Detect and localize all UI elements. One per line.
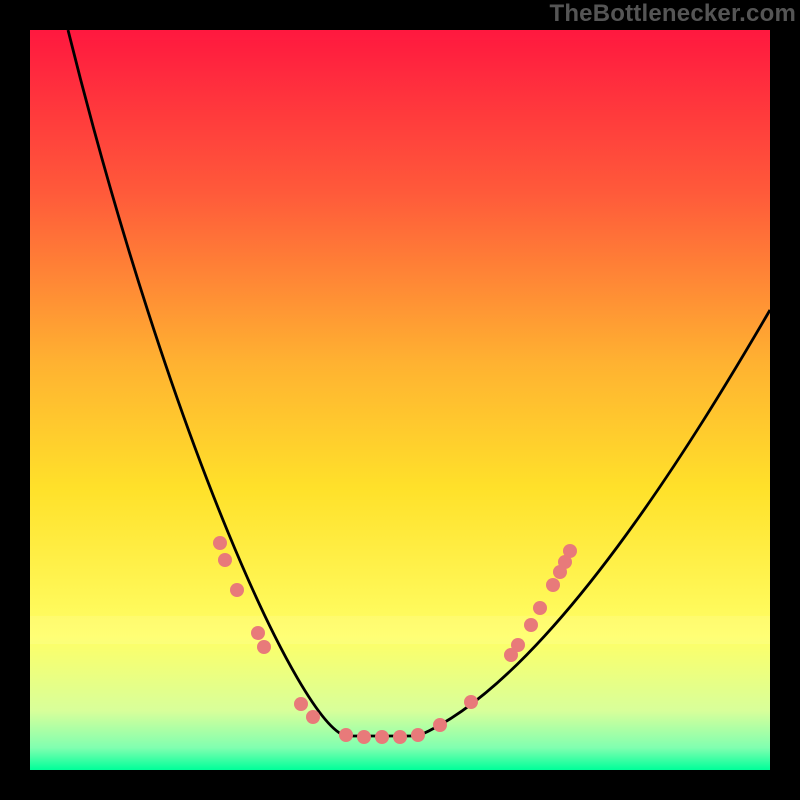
marker-point [257, 640, 271, 654]
chart-svg [0, 0, 800, 800]
marker-point [464, 695, 478, 709]
marker-point [511, 638, 525, 652]
marker-point [339, 728, 353, 742]
faint-band [30, 616, 770, 644]
marker-point [251, 626, 265, 640]
marker-point [393, 730, 407, 744]
marker-point [411, 728, 425, 742]
plot-area [30, 30, 770, 770]
marker-point [357, 730, 371, 744]
marker-point [213, 536, 227, 550]
marker-point [533, 601, 547, 615]
marker-point [306, 710, 320, 724]
marker-point [546, 578, 560, 592]
marker-point [230, 583, 244, 597]
marker-point [524, 618, 538, 632]
marker-point [294, 697, 308, 711]
marker-point [218, 553, 232, 567]
marker-point [563, 544, 577, 558]
marker-point [433, 718, 447, 732]
chart-container: TheBottlenecker.com [0, 0, 800, 800]
marker-point [375, 730, 389, 744]
watermark-text: TheBottlenecker.com [549, 0, 796, 28]
